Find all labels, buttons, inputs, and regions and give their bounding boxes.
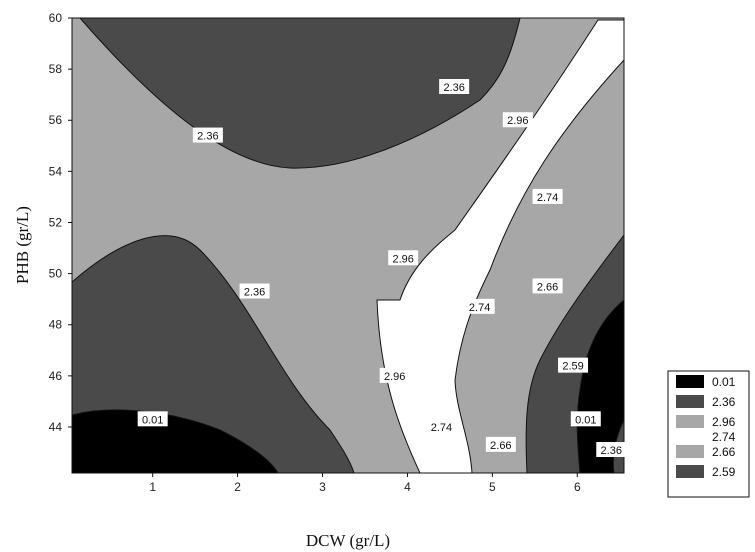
- legend-label: 0.01: [712, 375, 736, 389]
- y-tick-label: 50: [49, 267, 63, 281]
- legend-label: 2.59: [712, 465, 736, 479]
- legend: 0.01 2.36 2.962.742.66 2.59: [667, 370, 750, 498]
- x-tick-label: 4: [404, 480, 411, 494]
- legend-swatch: [676, 465, 704, 478]
- contour-label-text: 2.36: [244, 287, 265, 299]
- contour-label: 0.01: [137, 411, 168, 427]
- contour-label: 2.66: [485, 436, 516, 452]
- region-right-black: [576, 299, 624, 473]
- y-tick-label: 60: [49, 11, 63, 25]
- x-tick-label: 1: [149, 480, 156, 494]
- contour-label-text: 2.36: [601, 445, 622, 457]
- contour-label-bg: [239, 283, 270, 299]
- contour-label: 2.36: [192, 127, 223, 143]
- contour-label-text: 2.74: [537, 192, 558, 204]
- contour-label: 2.36: [439, 79, 470, 95]
- contour-label-text: 0.01: [142, 414, 163, 426]
- legend-swatch: [676, 445, 704, 458]
- contour-label-bg: [570, 411, 601, 427]
- contour-label: 2.74: [426, 418, 457, 434]
- region-top-dark: [79, 18, 521, 169]
- plot-frame: [71, 17, 625, 474]
- x-axis: 1 2 3 4 5 6: [149, 473, 581, 494]
- contour-label-text: 2.36: [443, 82, 464, 94]
- contour-label-text: 2.74: [469, 302, 490, 314]
- contour-regions: [72, 18, 624, 473]
- contour-label-text: 2.96: [392, 253, 413, 265]
- x-axis-label: DCW (gr/L): [306, 531, 390, 550]
- legend-label: 2.96: [712, 415, 736, 429]
- y-axis-label: PHB (gr/L): [13, 206, 32, 284]
- contour-label: 0.01: [570, 411, 601, 427]
- contour-label: 2.74: [464, 298, 495, 314]
- contour-label-text: 2.66: [490, 440, 511, 452]
- contour-label: 2.59: [558, 357, 589, 373]
- contour-label-text: 2.96: [507, 115, 528, 127]
- contour-label-bg: [532, 278, 563, 294]
- y-tick-label: 56: [49, 113, 63, 127]
- contour-label-bg: [192, 127, 223, 143]
- y-tick-label: 46: [49, 369, 63, 383]
- contour-label-bg: [502, 112, 533, 128]
- legend-label: 2.66: [712, 445, 736, 459]
- contour-label-bg: [558, 357, 589, 373]
- y-tick-label: 52: [49, 215, 63, 229]
- contour-label-bg: [137, 411, 168, 427]
- contour-label-text: 2.59: [562, 361, 583, 373]
- contour-label-bg: [388, 250, 419, 266]
- y-tick-label: 54: [49, 164, 63, 178]
- contour-labels: 2.36 2.36 2.96 2.74 2.96 2.36 2.66 2.74 2.96 2.59…: [137, 79, 627, 457]
- y-tick-label: 58: [49, 62, 63, 76]
- contour-label-bg: [596, 441, 627, 457]
- contour-label-text: 2.66: [537, 281, 558, 293]
- x-tick-label: 3: [319, 480, 326, 494]
- contour-label: 2.36: [596, 441, 627, 457]
- contour-label: 2.96: [379, 367, 410, 383]
- contour-label: 2.66: [532, 278, 563, 294]
- x-tick-label: 5: [489, 480, 496, 494]
- y-tick-label: 44: [49, 420, 63, 434]
- x-tick-label: 2: [234, 480, 241, 494]
- region-bottom-left-black: [72, 409, 279, 473]
- contour-label-text: 2.74: [431, 422, 452, 434]
- contour-label: 2.36: [239, 283, 270, 299]
- contour-label-bg: [485, 436, 516, 452]
- contour-label-text: 2.36: [197, 131, 218, 143]
- legend-swatch: [676, 395, 704, 408]
- contour-label-bg: [379, 367, 410, 383]
- contour-label: 2.74: [532, 188, 563, 204]
- x-tick-label: 6: [574, 480, 581, 494]
- contour-label: 2.96: [388, 250, 419, 266]
- legend-label: 2.36: [712, 395, 736, 409]
- y-tick-label: 48: [49, 318, 63, 332]
- contour-label-bg: [439, 79, 470, 95]
- y-axis: 44 46 48 50 52 54 56 58 60: [49, 11, 72, 434]
- contour-label-bg: [532, 188, 563, 204]
- contour-label-bg: [426, 418, 457, 434]
- contour-label: 2.96: [502, 112, 533, 128]
- contour-label-bg: [464, 298, 495, 314]
- contour-label-text: 2.96: [384, 371, 405, 383]
- legend-box: [667, 370, 750, 498]
- legend-label: 2.74: [712, 430, 736, 444]
- legend-swatch: [676, 375, 704, 388]
- legend-swatch: [676, 415, 704, 428]
- contour-label-text: 0.01: [575, 414, 596, 426]
